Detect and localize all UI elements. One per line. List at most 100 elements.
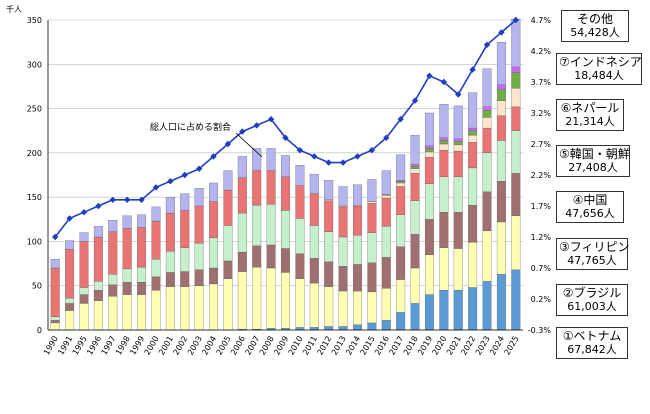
bar-segment (309, 258, 319, 284)
ratio-point (51, 233, 59, 241)
legend-value: 47,656人 (565, 207, 615, 220)
legend-value: 54,428人 (570, 26, 620, 39)
bar-segment (511, 106, 521, 131)
bar-segment (453, 138, 463, 142)
legend-label: ⑦インドネシア (559, 55, 642, 69)
legend-philippines: ③フィリピン 47,765人 (556, 238, 630, 270)
y-tick-label: 300 (27, 60, 42, 69)
bar-segment (151, 289, 161, 331)
bar-segment (453, 144, 463, 152)
bar-segment (338, 290, 348, 327)
bar-segment (209, 182, 218, 202)
bar-segment (439, 212, 449, 248)
bar-segment (237, 271, 247, 330)
bar-segment (396, 279, 406, 313)
ratio-point (296, 147, 304, 154)
bar-segment (367, 203, 377, 233)
bar-segment (424, 145, 434, 149)
ratio-point (483, 41, 491, 48)
legend-value: 21,314人 (565, 115, 615, 128)
bar-segment (453, 150, 463, 177)
bar-segment (381, 170, 391, 195)
legend-china: ④中国 47,656人 (556, 191, 624, 223)
bar-segment (496, 100, 506, 116)
bar-segment (237, 177, 247, 214)
legend-label: ②ブラジル (562, 286, 622, 300)
legend-other: その他 54,428人 (561, 10, 629, 42)
bar-segment (209, 267, 218, 285)
bar-segment (180, 193, 190, 211)
bar-segment (151, 206, 161, 222)
bar-segment (468, 242, 478, 288)
bar-segment (93, 281, 103, 291)
bar-segment (108, 220, 118, 232)
bar-segment (295, 253, 305, 279)
bar-segment (381, 197, 391, 227)
y-tick-label: 100 (27, 237, 42, 246)
bar-segment (396, 154, 406, 181)
bar-segment (439, 289, 449, 331)
bar-segment (209, 283, 218, 331)
bar-segment (468, 127, 478, 131)
bar-segment (79, 287, 89, 295)
bar-segment (511, 215, 521, 270)
legend-value: 27,408人 (568, 161, 618, 174)
bar-segment (410, 134, 420, 165)
bar-segment (237, 212, 247, 253)
y-tick-label: 150 (27, 193, 42, 202)
bar-segment (410, 234, 420, 269)
bar-segment (122, 227, 132, 270)
ratio-point (66, 215, 73, 222)
y2-tick-label: 0.7% (531, 264, 552, 273)
legend-value: 47,765人 (567, 254, 617, 267)
bar-segment (151, 258, 161, 278)
ratio-point (498, 29, 505, 36)
bar-segment (482, 68, 492, 107)
bar-segment (266, 204, 276, 246)
bar-segment (496, 115, 506, 141)
bar-segment (424, 151, 434, 158)
bar-segment (511, 66, 521, 73)
bar-segment (511, 269, 521, 331)
bar-segment (50, 322, 60, 331)
bar-segment (338, 326, 348, 331)
y2-tick-label: 3.7% (531, 78, 552, 87)
bar-segment (266, 170, 276, 205)
bar-segment (353, 205, 362, 236)
bar-segment (468, 134, 478, 143)
legend-vietnam: ①ベトナム 67,842人 (556, 327, 628, 359)
bar-segment (324, 180, 334, 200)
bar-segment (252, 148, 262, 171)
bar-segment (108, 284, 118, 297)
bar-segment (165, 196, 175, 214)
bar-segment (353, 184, 362, 206)
bar-segment (511, 18, 521, 68)
bar-segment (252, 204, 262, 247)
y-tick-label: 250 (27, 105, 42, 114)
bar-segment (194, 243, 204, 270)
bar-segment (511, 72, 521, 89)
bar-segment (194, 205, 204, 244)
bar-segment (468, 130, 478, 136)
bar-segment (281, 272, 290, 329)
y2-tick-label: 0.2% (531, 295, 552, 304)
bar-segment (50, 267, 60, 317)
bar-segment (338, 236, 348, 267)
legend-label: ④中国 (572, 193, 608, 207)
bar-segment (424, 112, 434, 146)
bar-segment (424, 294, 434, 331)
legend-indonesia: ⑦インドネシア 18,484人 (556, 53, 642, 85)
bar-segment (338, 186, 348, 207)
bar-segment (324, 231, 334, 262)
bar-segment (439, 140, 449, 145)
ratio-point (95, 202, 102, 210)
legend-value: 67,842人 (567, 343, 617, 356)
bar-segment (367, 262, 377, 293)
ratio-annotation: 総人口に占める割合 (150, 121, 231, 133)
bar-segment (108, 274, 118, 285)
bar-segment (424, 157, 434, 185)
ratio-point (224, 140, 232, 148)
y2-tick-label: 1.2% (531, 233, 552, 242)
ratio-point (339, 159, 347, 166)
ratio-point (325, 159, 332, 166)
